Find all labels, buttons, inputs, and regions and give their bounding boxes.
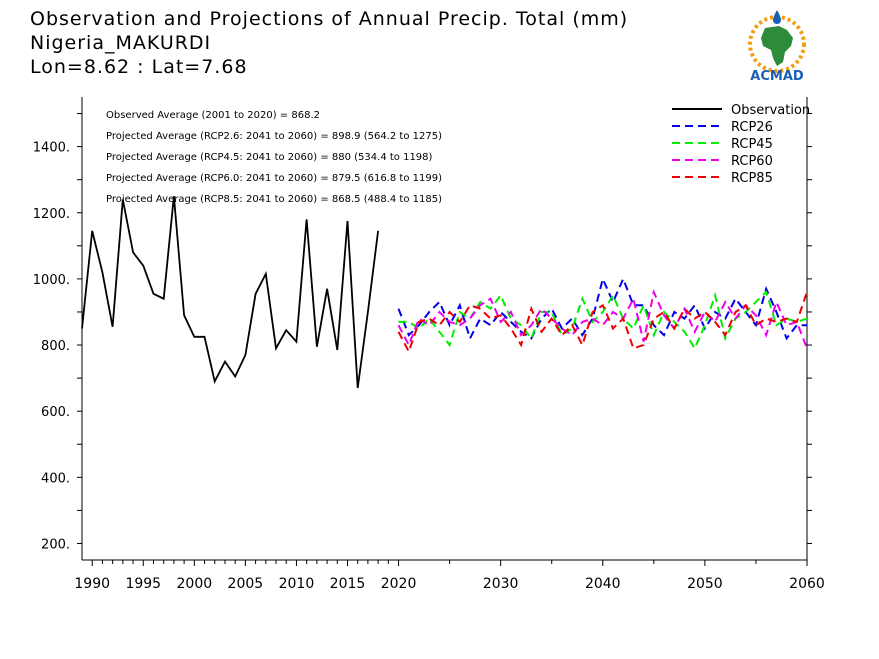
x-tick-label: 1995 bbox=[125, 576, 161, 592]
annotation-text: Observed Average (2001 to 2020) = 868.2 bbox=[106, 110, 320, 121]
chart-legend: Observation RCP26 RCP45 RCP60 RCP85 bbox=[672, 103, 810, 186]
series-line-observation bbox=[81, 196, 379, 389]
water-drop-icon bbox=[773, 10, 781, 24]
series-line-rcp60 bbox=[397, 288, 808, 349]
y-tick-label: 200. bbox=[41, 537, 70, 552]
station-coordinates: Lon=8.62 : Lat=7.68 bbox=[30, 56, 248, 78]
annotation-text: Projected Average (RCP4.5: 2041 to 2060)… bbox=[106, 152, 433, 163]
y-tick-label: 1200. bbox=[33, 207, 70, 222]
x-tick-label: 1990 bbox=[74, 576, 110, 592]
x-tick-label: 2000 bbox=[177, 576, 213, 592]
legend-label-rcp60: RCP60 bbox=[731, 154, 773, 169]
x-tick-label: 2005 bbox=[228, 576, 264, 592]
annotation-text: Projected Average (RCP8.5: 2041 to 2060)… bbox=[106, 194, 442, 205]
legend-label-observation: Observation bbox=[731, 103, 810, 118]
chart-series bbox=[81, 196, 808, 389]
legend-label-rcp26: RCP26 bbox=[731, 120, 773, 135]
logo-text: ACMAD bbox=[750, 69, 804, 84]
y-tick-label: 1000. bbox=[33, 273, 70, 288]
x-tick-label: 2020 bbox=[381, 576, 417, 592]
chart-title: Observation and Projections of Annual Pr… bbox=[30, 8, 629, 30]
acmad-logo: ACMAD bbox=[748, 10, 806, 84]
x-tick-label: 2030 bbox=[483, 576, 519, 592]
y-tick-label: 400. bbox=[41, 471, 70, 486]
station-name: Nigeria_MAKURDI bbox=[30, 32, 212, 54]
chart-annotations: Observed Average (2001 to 2020) = 868.2 P… bbox=[106, 110, 442, 205]
annotation-text: Projected Average (RCP6.0: 2041 to 2060)… bbox=[106, 173, 442, 184]
annotation-text: Projected Average (RCP2.6: 2041 to 2060)… bbox=[106, 131, 442, 142]
y-tick-label: 1400. bbox=[33, 141, 70, 156]
legend-label-rcp85: RCP85 bbox=[731, 171, 773, 186]
series-line-rcp85 bbox=[397, 291, 808, 355]
series-line-rcp45 bbox=[398, 290, 808, 351]
x-tick-label: 2050 bbox=[687, 576, 723, 592]
x-tick-label: 2040 bbox=[585, 576, 621, 592]
series-line-rcp26 bbox=[397, 275, 807, 342]
legend-label-rcp45: RCP45 bbox=[731, 137, 773, 152]
x-tick-label: 2060 bbox=[789, 576, 825, 592]
y-tick-label: 600. bbox=[41, 405, 70, 420]
chart-axes: 200. 400. 600. 800. 1000. 1200. 1400. 1990 1995 2… bbox=[33, 97, 825, 592]
africa-map-icon bbox=[761, 26, 793, 66]
x-tick-label: 2010 bbox=[279, 576, 315, 592]
x-tick-label: 2015 bbox=[330, 576, 366, 592]
y-tick-label: 800. bbox=[41, 339, 70, 354]
